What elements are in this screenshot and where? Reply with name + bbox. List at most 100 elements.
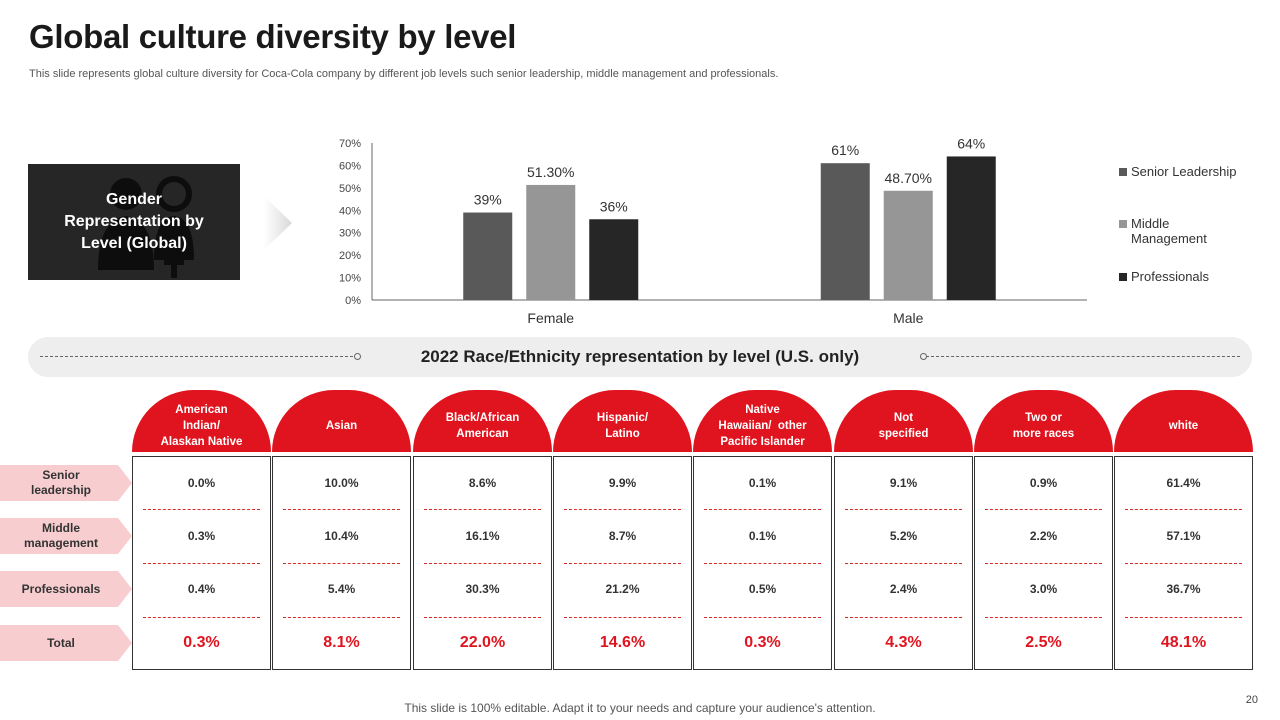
header-text-line: white [1168, 420, 1199, 432]
row-separator [424, 617, 541, 618]
race-column-header: Black/African American [413, 390, 552, 452]
gender-box-label-line3: Level (Global) [81, 235, 187, 252]
row-separator [985, 563, 1102, 564]
header-text-line: specified [878, 428, 929, 440]
row-label-text: Total [0, 625, 132, 661]
race-column-values: 61.4% 57.1% 36.7% 48.1% [1114, 456, 1253, 670]
row-separator [143, 509, 260, 510]
table-cell: 0.5% [748, 582, 777, 596]
header-text-line: Black/African [445, 412, 520, 424]
header-text-line: Alaskan Native [160, 436, 243, 448]
table-cell: 21.2% [605, 582, 640, 596]
row-label-text: Senior leadership [0, 465, 132, 501]
table-cell: 10.4% [324, 529, 359, 543]
table-total-cell: 4.3% [885, 634, 922, 651]
row-label-line: leadership [30, 483, 92, 497]
divider [926, 356, 1240, 357]
row-label: Middle management [0, 518, 132, 554]
header-text-line: American [456, 428, 509, 440]
table-cell: 36.7% [1166, 582, 1201, 596]
row-separator [143, 617, 260, 618]
race-column-values: 0.9% 2.2% 3.0% 2.5% [974, 456, 1113, 670]
header-text-line: more races [1012, 428, 1075, 440]
row-label: Senior leadership [0, 465, 132, 501]
row-separator [1125, 563, 1242, 564]
table-cell: 30.3% [465, 582, 500, 596]
gender-box-label-line2: Representation by [64, 213, 204, 230]
table-cell: 8.7% [608, 529, 637, 543]
row-separator [424, 509, 541, 510]
race-column-values: 9.9% 8.7% 21.2% 14.6% [553, 456, 692, 670]
table-cell: 57.1% [1166, 529, 1201, 543]
y-tick-label: 20% [339, 250, 361, 262]
table-cell: 0.4% [187, 582, 216, 596]
race-section-header: 2022 Race/Ethnicity representation by le… [28, 337, 1252, 377]
data-label: 61% [831, 142, 859, 158]
race-column-values: 0.0% 0.3% 0.4% 0.3% [132, 456, 271, 670]
race-column-values: 0.1% 0.1% 0.5% 0.3% [693, 456, 832, 670]
legend-swatch [1119, 273, 1127, 281]
table-cell: 2.4% [889, 582, 918, 596]
table-cell: 0.1% [748, 529, 777, 543]
race-section-title: 2022 Race/Ethnicity representation by le… [420, 347, 860, 366]
legend-item-professionals: Professionals [1119, 269, 1259, 284]
row-separator [1125, 617, 1242, 618]
table-total-cell: 48.1% [1160, 634, 1207, 651]
divider-dot [354, 353, 361, 360]
row-label-line: Senior [42, 468, 80, 482]
header-text-line: Hispanic/ [596, 412, 649, 424]
legend-swatch [1119, 220, 1127, 228]
table-cell: 0.0% [187, 476, 216, 490]
row-label-text: Middle management [0, 518, 132, 554]
table-cell: 3.0% [1029, 582, 1058, 596]
data-label: 48.70% [885, 170, 932, 186]
race-column-values: 10.0% 10.4% 5.4% 8.1% [272, 456, 411, 670]
row-separator [283, 563, 400, 564]
row-separator [424, 563, 541, 564]
bar [589, 219, 639, 300]
header-text-line: Asian [325, 420, 358, 432]
header-text-line: Pacific Islander [720, 436, 805, 448]
bar [820, 163, 870, 300]
table-cell: 0.1% [748, 476, 777, 490]
legend-label: Middle Management [1131, 216, 1207, 246]
page-number: 20 [1245, 694, 1258, 706]
row-separator [985, 617, 1102, 618]
table-total-cell: 22.0% [459, 634, 506, 651]
header-text-line: Two or [1025, 412, 1062, 424]
table-cell: 0.3% [187, 529, 216, 543]
row-separator [283, 509, 400, 510]
bar [526, 184, 576, 300]
race-column-header: Asian [272, 390, 411, 452]
page-subtitle: This slide represents global culture div… [29, 68, 779, 80]
bar [946, 156, 996, 300]
header-text-line: Hawaiian/ other [718, 420, 807, 432]
row-label-arrow-shape [0, 571, 132, 607]
race-column-header: American Indian/Alaskan Native [132, 390, 271, 452]
row-separator [845, 563, 962, 564]
table-cell: 61.4% [1166, 476, 1201, 490]
footer-note: This slide is 100% editable. Adapt it to… [404, 701, 876, 715]
row-separator [143, 563, 260, 564]
row-label-text: Professionals [0, 571, 132, 607]
race-column-values: 9.1% 5.2% 2.4% 4.3% [834, 456, 973, 670]
bar [463, 212, 513, 300]
gender-bar-chart: 0% 10% 20% 30% 40% 50% 60% 70% 39% 51.30% 36% Femal… [339, 135, 1087, 326]
y-tick-label: 40% [339, 205, 361, 217]
legend-label: Senior Leadership [1131, 164, 1237, 179]
chevron-right-icon [264, 196, 292, 250]
y-tick-label: 0% [345, 295, 361, 307]
header-text-line: Indian/ [182, 420, 221, 432]
row-separator [704, 509, 821, 510]
row-label: Total [0, 625, 132, 661]
male-female-people-icon [98, 176, 194, 278]
row-label-line: Middle [42, 521, 80, 535]
y-tick-label: 70% [339, 138, 361, 150]
table-cell: 2.2% [1029, 529, 1058, 543]
race-column-values: 8.6% 16.1% 30.3% 22.0% [413, 456, 552, 670]
header-text-line: Latino [605, 428, 640, 440]
row-label-arrow-shape [0, 625, 132, 661]
bar [883, 190, 933, 300]
x-category-label: Female [527, 310, 574, 326]
race-column-header: Native Hawaiian/ other Pacific Islander [693, 390, 832, 452]
